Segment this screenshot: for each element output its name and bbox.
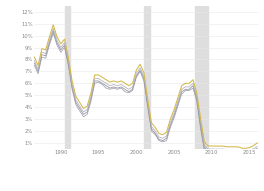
Bar — [144, 6, 150, 149]
Bar — [195, 6, 208, 149]
Bar — [64, 6, 70, 149]
